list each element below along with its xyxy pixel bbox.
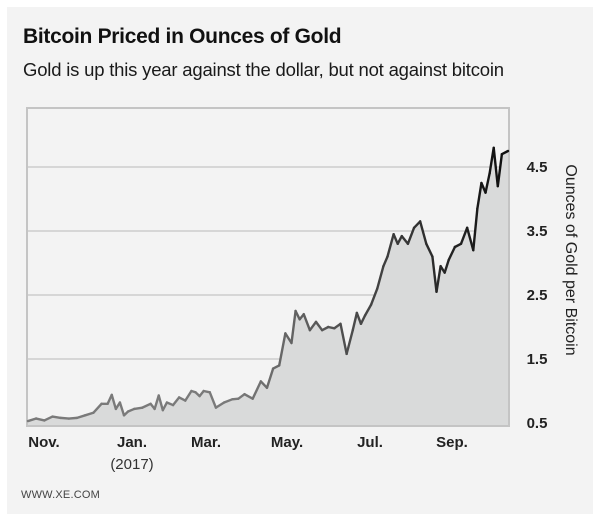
line-segment <box>83 411 95 417</box>
line-segment <box>418 220 428 246</box>
line-segment <box>431 255 438 293</box>
line-segment <box>472 207 479 252</box>
line-segment <box>141 402 152 409</box>
x-tick-sublabel: (2017) <box>110 456 153 473</box>
y-tick-label: 3.5 <box>527 223 548 240</box>
line-segment <box>363 303 373 317</box>
y-tick-label: 2.5 <box>527 287 548 304</box>
x-tick-label: May. <box>271 434 303 451</box>
source-credit: WWW.XE.COM <box>21 489 100 501</box>
line-segment <box>376 265 385 290</box>
line-segment <box>386 232 395 258</box>
line-segment <box>214 401 226 409</box>
line-segment <box>118 401 126 417</box>
x-tick-labels: Nov. Jan. (2017) Mar. May. Jul. Sep. <box>28 434 468 473</box>
line-segment <box>92 402 103 414</box>
line-segment <box>314 320 324 332</box>
line-segment <box>59 416 71 420</box>
y-axis-label: Ounces of Gold per Bitcoin <box>562 164 579 355</box>
line-segment <box>278 332 287 367</box>
y-tick-labels: 0.5 1.5 2.5 3.5 4.5 <box>527 159 548 432</box>
line-segment <box>133 406 144 411</box>
line-segment <box>251 380 263 400</box>
x-tick-label: Sep. <box>436 434 468 451</box>
line-segment <box>382 255 389 268</box>
line-segment <box>34 417 46 422</box>
line-segment <box>484 172 491 194</box>
y-tick-label: 4.5 <box>527 159 548 176</box>
line-segment <box>355 311 363 325</box>
line-segment <box>339 322 348 356</box>
line-segment <box>294 309 301 321</box>
line-segment <box>51 415 62 420</box>
line-segment <box>392 232 399 246</box>
line-segment <box>351 311 359 332</box>
line-segment <box>476 181 483 210</box>
line-segment <box>435 265 442 293</box>
line-segment <box>459 226 469 246</box>
area-fill <box>28 147 508 426</box>
line-segment <box>259 380 269 389</box>
line-segment <box>284 332 293 345</box>
line-segment <box>161 401 169 412</box>
line-segment <box>67 416 79 420</box>
series-line <box>26 146 510 423</box>
line-segment <box>43 415 54 422</box>
x-tick-label: Nov. <box>28 434 59 451</box>
line-segment <box>26 417 38 423</box>
line-segment <box>396 234 403 246</box>
line-segment <box>425 242 434 258</box>
line-segment <box>496 152 504 188</box>
line-segment <box>443 258 450 274</box>
line-segment <box>222 398 234 404</box>
line-segment <box>153 394 160 411</box>
line-segment <box>243 393 254 400</box>
line-segment <box>308 320 318 332</box>
line-segment <box>412 220 422 230</box>
line-segment <box>447 245 457 261</box>
line-segment <box>500 149 510 156</box>
line-segment <box>302 313 312 332</box>
line-segment <box>492 146 499 188</box>
line-segment <box>237 393 246 400</box>
x-tick-label: Mar. <box>191 434 221 451</box>
line-segment <box>345 329 354 356</box>
line-segment <box>369 287 379 306</box>
line-segment <box>265 367 275 389</box>
x-tick-label: Jan. <box>117 434 147 451</box>
line-segment <box>208 391 218 409</box>
line-segment <box>171 396 181 407</box>
y-tick-label: 0.5 <box>527 415 548 432</box>
line-segment <box>400 234 410 246</box>
chart-title: Bitcoin Priced in Ounces of Gold <box>23 25 342 48</box>
line-segment <box>184 389 193 402</box>
line-segment <box>75 414 87 420</box>
line-segment <box>465 226 475 252</box>
line-segment <box>110 393 118 411</box>
chart-subtitle: Gold is up this year against the dollar,… <box>23 59 504 80</box>
x-tick-label: Jul. <box>357 434 383 451</box>
line-segment <box>290 309 297 345</box>
line-segment <box>157 394 165 412</box>
line-segment <box>406 226 416 246</box>
line-segment <box>359 314 367 325</box>
y-tick-label: 1.5 <box>527 351 548 368</box>
